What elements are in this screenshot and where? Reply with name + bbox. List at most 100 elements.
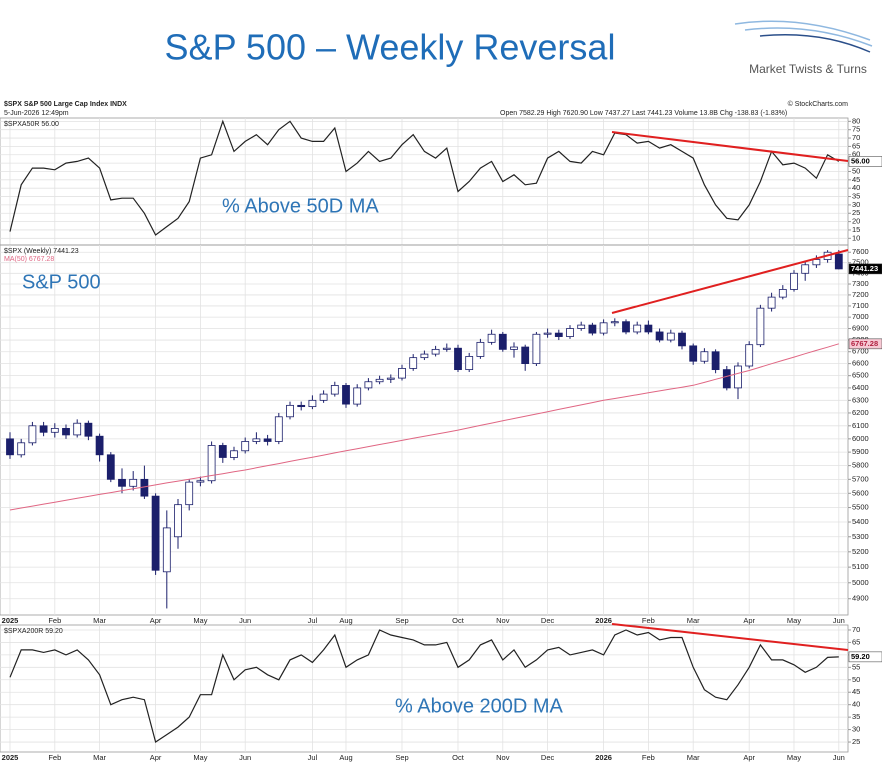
legend-name: $SPXA200R	[4, 628, 43, 635]
candle-body	[465, 356, 474, 371]
y-tick-label: 45	[852, 687, 860, 696]
x-tick-label: Sep	[395, 753, 408, 762]
y-tick-label: 40	[852, 183, 860, 192]
x-tick-label: Feb	[48, 753, 61, 762]
legend-value: 56.00	[41, 121, 59, 128]
y-tick-label: 6900	[852, 324, 869, 333]
plots: 101520253035404550556065707580$SPXA50R 5…	[0, 116, 882, 762]
symbol: $SPX S&P 500 Large Cap Index INDX	[4, 101, 127, 108]
y-tick-label: 7500	[852, 258, 869, 267]
y-tick-label: 5400	[852, 517, 869, 526]
candle-body	[308, 399, 317, 408]
y-tick-label: 4900	[852, 594, 869, 603]
x-tick-label: Aug	[339, 753, 352, 762]
x-tick-label: Apr	[150, 616, 162, 625]
candle-body	[151, 495, 160, 571]
candle-body	[274, 416, 283, 442]
candle-body	[162, 527, 171, 573]
y-tick-label: 5900	[852, 447, 869, 456]
candle-body	[420, 353, 429, 359]
candle-body	[17, 442, 26, 456]
y-tick-label: 5500	[852, 503, 869, 512]
y-tick-label: 65	[852, 637, 860, 646]
y-tick-label: 20	[852, 217, 860, 226]
y-tick-label: 5600	[852, 488, 869, 497]
candle-body	[353, 387, 362, 405]
candle-body	[330, 385, 339, 395]
value-tag: 6767.28	[851, 339, 878, 348]
x-tick-label: Apr	[743, 616, 755, 625]
trend-lines	[611, 131, 849, 651]
candle-body	[286, 404, 294, 418]
y-tick-label: 7100	[852, 301, 869, 310]
annotation: % Above 200D MA	[395, 695, 564, 717]
candle-body	[599, 322, 608, 334]
candle-body	[252, 438, 261, 442]
y-tick-label: 6500	[852, 371, 869, 380]
candle-body	[6, 438, 14, 456]
y-tick-label: 7200	[852, 290, 869, 299]
y-tick-label: 70	[852, 133, 860, 142]
candle-body	[62, 427, 70, 436]
candle-body	[498, 333, 507, 350]
candle-body	[364, 381, 373, 389]
candle-body	[185, 481, 194, 506]
y-tick-label: 70	[852, 625, 860, 634]
value-tag: 56.00	[851, 156, 870, 165]
value-tag: 59.20	[851, 652, 870, 661]
y-tick-label: 6400	[852, 383, 869, 392]
candle-body	[532, 333, 541, 365]
value-tag: 7441.23	[851, 264, 878, 273]
legend-name: MA(50)	[4, 256, 27, 263]
y-tick-label: 35	[852, 712, 860, 721]
candle-body	[487, 333, 496, 343]
candle-body	[521, 346, 530, 365]
candle-body	[543, 332, 552, 335]
y-tick-label: 7000	[852, 312, 869, 321]
y-tick-label: 30	[852, 725, 860, 734]
x-tick-label: Oct	[452, 616, 465, 625]
annotation: % Above 50D MA	[222, 195, 379, 217]
y-tick-label: 35	[852, 192, 860, 201]
y-tick-label: 55	[852, 662, 860, 671]
candle-body	[577, 324, 586, 329]
x-tick-label: Aug	[339, 616, 352, 625]
y-tick-label: 25	[852, 737, 860, 746]
y-tick-label: 6200	[852, 408, 869, 417]
candle-body	[454, 347, 462, 371]
value-tag-box	[848, 156, 882, 167]
candle-body	[39, 425, 48, 433]
candle-body	[756, 307, 765, 346]
y-tick-label: 5700	[852, 474, 869, 483]
candle-body	[398, 368, 406, 379]
y-tick-label: 25	[852, 208, 860, 217]
candle-body	[778, 289, 787, 298]
x-tick-label: Apr	[150, 753, 162, 762]
y-tick-label: 65	[852, 141, 860, 150]
candle-body	[84, 422, 93, 437]
x-tick-label: Dec	[541, 753, 555, 762]
candle-body	[588, 324, 597, 334]
candle-body	[409, 357, 418, 369]
candle-body	[431, 348, 440, 355]
x-tick-label: Jun	[239, 753, 251, 762]
y-tick-label: 60	[852, 150, 860, 159]
value-tag-box	[848, 263, 882, 275]
candle-body	[442, 347, 451, 350]
legend-name: $SPX (Weekly)	[4, 248, 51, 255]
x-tick-label: Nov	[496, 616, 510, 625]
x-tick-label: Jun	[239, 616, 251, 625]
candle-body	[263, 438, 272, 442]
y-tick-label: 5200	[852, 547, 869, 556]
x-tick-label: Mar	[687, 753, 700, 762]
logo-text: Market Twists & Turns	[749, 62, 867, 76]
candle-body	[50, 427, 59, 433]
panel-frame	[0, 244, 849, 616]
candle-body	[767, 296, 776, 309]
x-tick-label: 2026	[595, 753, 612, 762]
candle-body	[734, 365, 742, 389]
y-tick-label: 5300	[852, 532, 869, 541]
candle-body	[174, 504, 182, 538]
candle-body	[745, 344, 754, 367]
legend: $SPX (Weekly) 7441.23	[4, 248, 79, 255]
